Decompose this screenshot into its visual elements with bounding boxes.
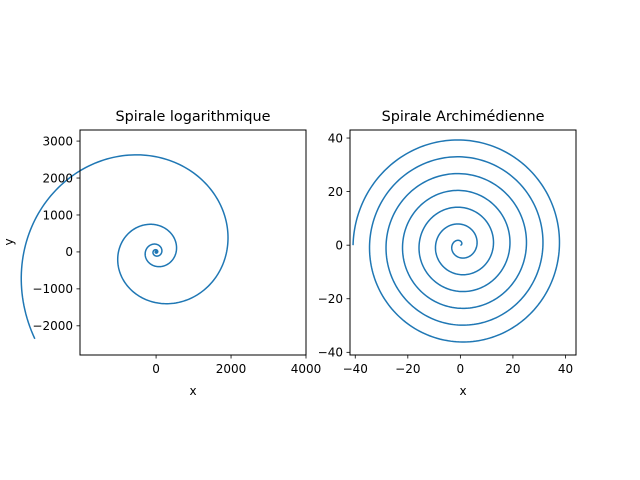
- chart-title: Spirale Archimédienne: [382, 109, 545, 125]
- x-tick-label: 4000: [291, 362, 322, 376]
- x-tick-label: −40: [343, 362, 368, 376]
- series-line: [352, 139, 561, 343]
- y-tick-label: 20: [328, 185, 343, 199]
- x-tick-label: 0: [152, 362, 160, 376]
- chart-archimedean: Spirale Archimédienne −40 −20 0 20 40 −40 −20…: [318, 109, 577, 398]
- y-tick-label: 3000: [42, 134, 73, 148]
- x-axis-ticks: −40 −20 0 20 40: [343, 355, 573, 376]
- x-tick-label: 2000: [216, 362, 247, 376]
- y-tick-label: 1000: [42, 208, 73, 222]
- x-axis-ticks: 0 2000 4000: [152, 355, 321, 376]
- series-line: [20, 154, 229, 340]
- y-tick-label: 2000: [42, 171, 73, 185]
- y-tick-label: −40: [318, 346, 343, 360]
- y-axis-label: y: [2, 238, 16, 245]
- y-axis-ticks: −2000 −1000 0 1000 2000 3000: [32, 134, 80, 333]
- chart-logarithmic: Spirale logarithmique 0 2000 4000 −2000 −10…: [2, 109, 321, 398]
- y-tick-label: −20: [318, 292, 343, 306]
- y-tick-label: 0: [65, 245, 73, 259]
- x-tick-label: 20: [505, 362, 520, 376]
- y-tick-label: −1000: [32, 282, 73, 296]
- x-tick-label: 0: [457, 362, 465, 376]
- y-axis-ticks: −40 −20 0 20 40: [318, 131, 350, 360]
- axes-frame: [349, 129, 577, 356]
- y-tick-label: 0: [335, 238, 343, 252]
- y-tick-label: 40: [328, 131, 343, 145]
- plot-area: [20, 154, 229, 340]
- axes-frame: [79, 129, 307, 356]
- plot-area: [352, 139, 561, 343]
- x-tick-label: −20: [395, 362, 420, 376]
- y-tick-label: −2000: [32, 319, 73, 333]
- chart-title: Spirale logarithmique: [116, 109, 271, 125]
- x-axis-label: x: [189, 384, 196, 398]
- x-tick-label: 40: [558, 362, 573, 376]
- x-axis-label: x: [459, 384, 466, 398]
